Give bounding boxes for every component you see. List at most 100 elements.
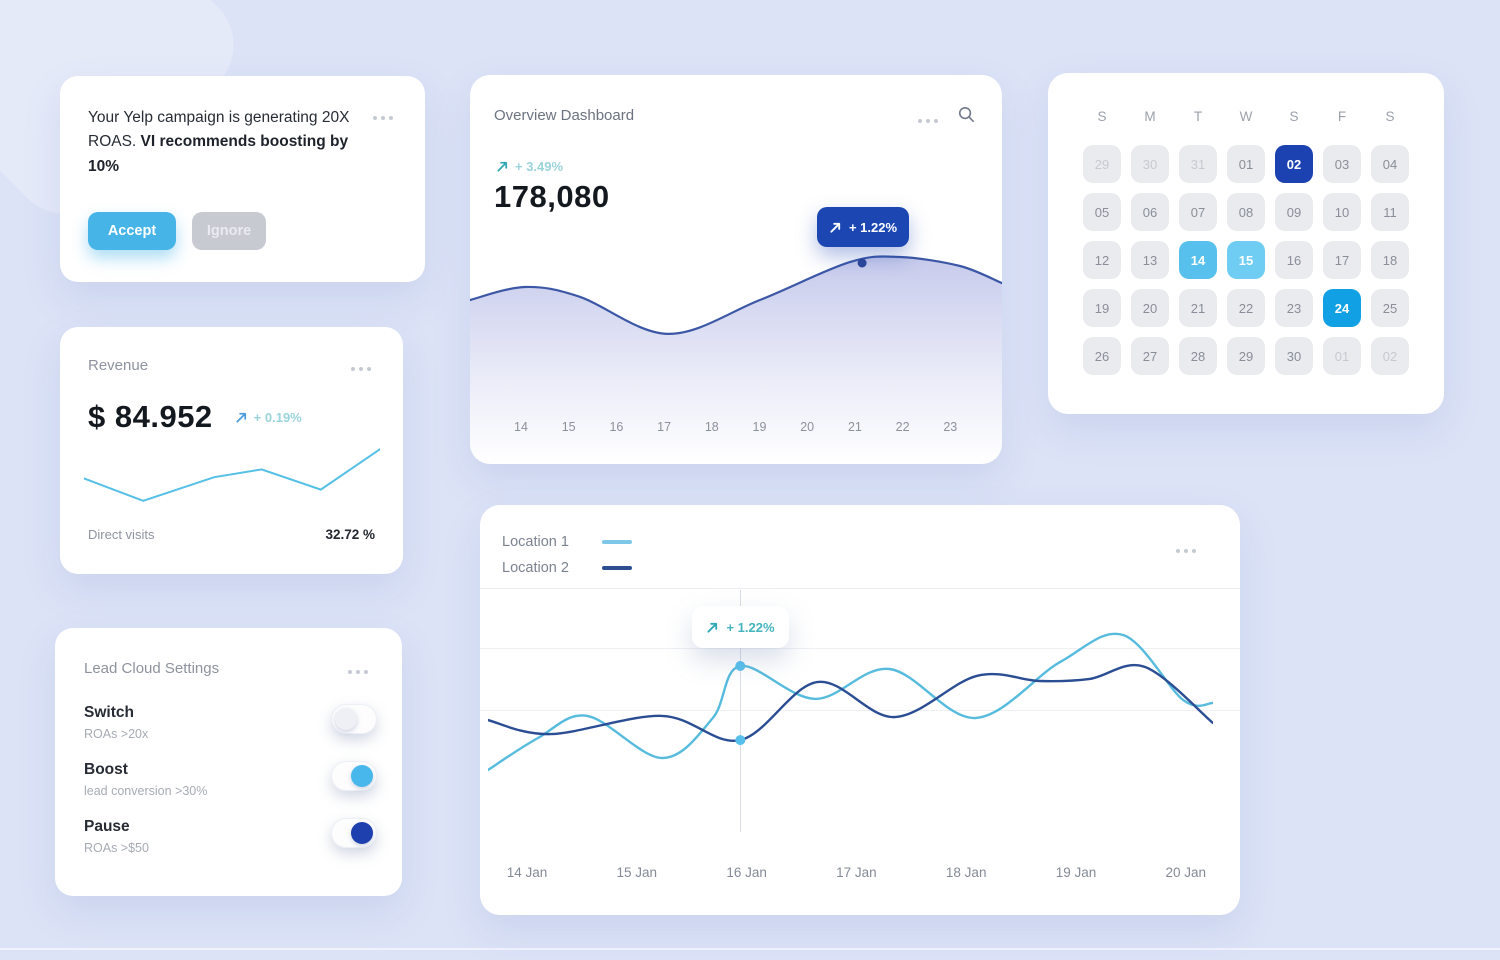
campaign-message-regular: Your Yelp campaign is generating 20X ROA… bbox=[88, 108, 350, 151]
revenue-footer-label: Direct visits bbox=[88, 527, 155, 542]
overview-x-axis: 14 15 16 17 18 19 20 21 22 23 bbox=[470, 420, 1002, 438]
bottom-edge-decor bbox=[0, 948, 1500, 950]
calendar-day[interactable]: 10 bbox=[1323, 193, 1361, 231]
calendar-day[interactable]: 01 bbox=[1323, 337, 1361, 375]
ignore-button[interactable]: Ignore bbox=[192, 212, 266, 250]
trend-up-icon bbox=[235, 411, 248, 424]
revenue-delta: + 0.19% bbox=[235, 410, 302, 425]
gridline bbox=[480, 710, 1240, 711]
calendar-day[interactable]: 11 bbox=[1371, 193, 1409, 231]
legend-item[interactable]: Location 2 bbox=[502, 555, 632, 581]
calendar-day[interactable]: 29 bbox=[1227, 337, 1265, 375]
axis-label: 15 bbox=[561, 420, 576, 434]
campaign-message: Your Yelp campaign is generating 20X ROA… bbox=[88, 106, 376, 180]
calendar-day[interactable]: 09 bbox=[1275, 193, 1313, 231]
legend-item[interactable]: Location 1 bbox=[502, 529, 632, 555]
settings-rows: Switch ROAs >20x Boost lead conversion >30%… bbox=[84, 704, 377, 875]
tooltip-text: + 1.22% bbox=[726, 619, 775, 635]
axis-label: 17 bbox=[657, 420, 672, 434]
calendar-day[interactable]: 28 bbox=[1179, 337, 1217, 375]
overview-dashboard-card: Overview Dashboard + 3.49% 178,080 + 1.2… bbox=[470, 75, 1002, 464]
calendar-day[interactable]: 21 bbox=[1179, 289, 1217, 327]
calendar-day[interactable]: 08 bbox=[1227, 193, 1265, 231]
lead-cloud-settings-card: Lead Cloud Settings Switch ROAs >20x Boost… bbox=[55, 628, 402, 896]
calendar-day[interactable]: 01 bbox=[1227, 145, 1265, 183]
locations-x-axis: 14 Jan 15 Jan 16 Jan 17 Jan 18 Jan 19 Jan 20 J… bbox=[480, 865, 1240, 883]
setting-label: Boost bbox=[84, 761, 128, 778]
axis-label: 18 Jan bbox=[945, 865, 987, 880]
revenue-card-title: Revenue bbox=[88, 357, 149, 374]
calendar-day[interactable]: 14 bbox=[1179, 241, 1217, 279]
setting-label: Switch bbox=[84, 704, 134, 721]
revenue-card: Revenue $ 84.952 + 0.19% Direct visits 3… bbox=[60, 327, 403, 574]
revenue-footer-value: 32.72 % bbox=[325, 527, 375, 542]
calendar-day[interactable]: 23 bbox=[1275, 289, 1313, 327]
axis-label: 16 bbox=[609, 420, 624, 434]
calendar-day[interactable]: 13 bbox=[1131, 241, 1169, 279]
ellipsis-menu-icon[interactable] bbox=[347, 363, 375, 375]
toggle-knob bbox=[351, 765, 373, 787]
calendar-day[interactable]: 20 bbox=[1131, 289, 1169, 327]
calendar-day[interactable]: 16 bbox=[1275, 241, 1313, 279]
calendar-day[interactable]: 27 bbox=[1131, 337, 1169, 375]
calendar-day[interactable]: 29 bbox=[1083, 145, 1121, 183]
overview-delta-text: + 3.49% bbox=[515, 159, 564, 174]
calendar-day[interactable]: 15 bbox=[1227, 241, 1265, 279]
setting-row: Pause ROAs >$50 bbox=[84, 818, 377, 859]
calendar-day[interactable]: 05 bbox=[1083, 193, 1121, 231]
ellipsis-menu-icon[interactable] bbox=[369, 112, 397, 124]
calendar-day[interactable]: 06 bbox=[1131, 193, 1169, 231]
calendar-day[interactable]: 12 bbox=[1083, 241, 1121, 279]
calendar-day[interactable]: 04 bbox=[1371, 145, 1409, 183]
search-icon[interactable] bbox=[957, 105, 976, 129]
calendar-day[interactable]: 22 bbox=[1227, 289, 1265, 327]
axis-label: 18 bbox=[704, 420, 719, 434]
toggle-switch[interactable] bbox=[331, 818, 377, 848]
toggle-switch[interactable] bbox=[331, 704, 377, 734]
ellipsis-menu-icon[interactable] bbox=[914, 115, 942, 127]
calendar-day[interactable]: 26 bbox=[1083, 337, 1121, 375]
calendar-day[interactable]: 30 bbox=[1275, 337, 1313, 375]
trend-up-icon bbox=[706, 621, 719, 634]
setting-sublabel: lead conversion >30% bbox=[84, 784, 208, 798]
legend-label: Location 1 bbox=[502, 534, 569, 550]
axis-label: 17 Jan bbox=[836, 865, 877, 880]
yelp-campaign-card: Your Yelp campaign is generating 20X ROA… bbox=[60, 76, 425, 282]
campaign-recommendation: VI recommends boosting by 10% bbox=[88, 133, 349, 176]
axis-label: 14 bbox=[514, 420, 528, 434]
accept-button[interactable]: Accept bbox=[88, 212, 176, 250]
axis-label: 16 Jan bbox=[726, 865, 767, 880]
axis-label: 19 bbox=[752, 420, 767, 434]
legend-label: Location 2 bbox=[502, 560, 569, 576]
calendar-day[interactable]: 19 bbox=[1083, 289, 1121, 327]
calendar-day[interactable]: 03 bbox=[1323, 145, 1361, 183]
weekday-label: S bbox=[1385, 109, 1395, 124]
calendar-day[interactable]: 18 bbox=[1371, 241, 1409, 279]
calendar-day[interactable]: 17 bbox=[1323, 241, 1361, 279]
calendar-day[interactable]: 25 bbox=[1371, 289, 1409, 327]
settings-card-title: Lead Cloud Settings bbox=[84, 660, 220, 677]
toggle-switch[interactable] bbox=[331, 761, 377, 791]
calendar-day[interactable]: 24 bbox=[1323, 289, 1361, 327]
calendar-day[interactable]: 07 bbox=[1179, 193, 1217, 231]
axis-label: 14 Jan bbox=[506, 865, 548, 880]
calendar-day[interactable]: 02 bbox=[1371, 337, 1409, 375]
ellipsis-menu-icon[interactable] bbox=[344, 666, 372, 678]
calendar-grid: 29 30 31 01 02 03 04 05 06 07 08 09 10 11 12 13 14 15 16 17… bbox=[1083, 145, 1409, 375]
calendar-day[interactable]: 02 bbox=[1275, 145, 1313, 183]
calendar-day[interactable]: 30 bbox=[1131, 145, 1169, 183]
header-divider bbox=[480, 588, 1240, 589]
weekday-label: W bbox=[1239, 109, 1253, 124]
axis-label: 22 bbox=[895, 420, 910, 434]
gridline bbox=[480, 648, 1240, 649]
overview-area-chart bbox=[470, 245, 1002, 464]
ellipsis-menu-icon[interactable] bbox=[1172, 545, 1200, 557]
trend-up-icon bbox=[496, 160, 509, 173]
legend-swatch bbox=[602, 540, 632, 544]
locations-line-chart bbox=[486, 600, 1215, 830]
revenue-value: $ 84.952 bbox=[88, 399, 213, 434]
calendar-day[interactable]: 31 bbox=[1179, 145, 1217, 183]
setting-sublabel: ROAs >$50 bbox=[84, 841, 149, 855]
